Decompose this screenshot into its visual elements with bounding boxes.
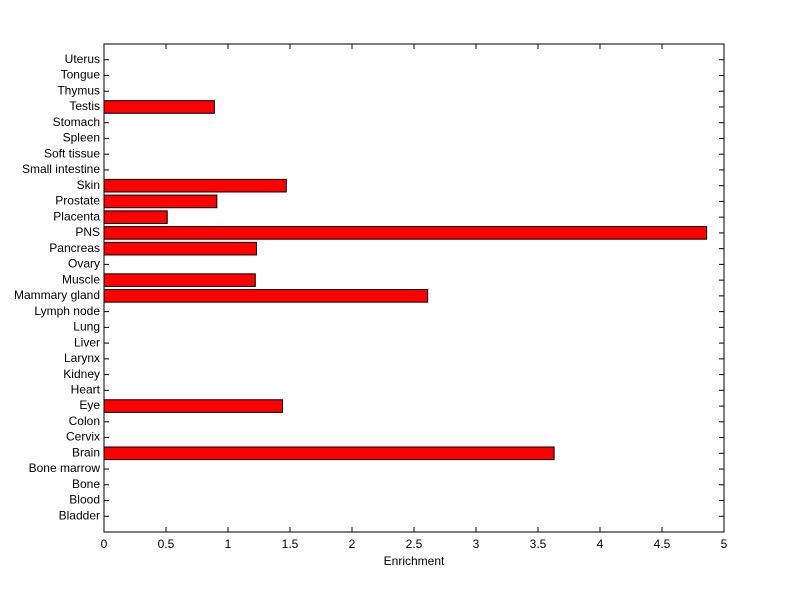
y-tick-label: Bone marrow [29,461,101,475]
y-tick-label: Bone [72,477,100,491]
bar [103,273,256,287]
y-tick-label: Small intestine [22,162,100,176]
bar [103,178,287,193]
y-tick-label: Lymph node [34,304,100,318]
y-tick-label: Prostate [55,194,100,208]
x-tick-label: 5 [721,537,728,551]
y-tick-label: Thymus [57,83,100,97]
bar [103,289,429,303]
y-tick-label: Larynx [64,351,100,365]
y-tick-label: Pancreas [49,241,100,255]
bar [103,241,258,256]
y-tick-label: Soft tissue [44,146,100,160]
y-tick-label: Cervix [66,430,100,444]
x-tick-label: 2 [349,537,356,551]
y-tick-label: Tongue [61,68,101,82]
x-tick-label: 1.5 [282,537,299,551]
y-tick-label: Mammary gland [14,288,100,302]
bar [103,100,215,114]
bar [103,399,284,413]
x-tick-label: 3.5 [530,537,547,551]
y-tick-label: Heart [71,382,101,396]
y-tick-label: Blood [69,493,100,507]
y-tick-label: Bladder [59,508,100,522]
y-tick-label: Uterus [65,52,100,66]
y-tick-label: Eye [79,398,100,412]
y-tick-label: Brain [72,445,100,459]
x-tick-label: 0.5 [158,537,175,551]
x-tick-label: 0 [101,537,108,551]
y-tick-label: Placenta [53,209,100,223]
y-tick-label: Stomach [53,115,100,129]
y-tick-label: Colon [69,414,100,428]
x-tick-label: 2.5 [406,537,423,551]
x-tick-label: 1 [225,537,232,551]
y-tick-label: Spleen [63,131,100,145]
bar [103,194,218,209]
y-tick-label: Testis [69,99,100,113]
bar [103,226,708,240]
x-axis-label: Enrichment [384,554,445,568]
y-tick-label: Ovary [68,257,100,271]
y-tick-label: PNS [75,225,100,239]
y-tick-label: Kidney [63,367,100,381]
x-tick-label: 3 [473,537,480,551]
y-tick-label: Muscle [62,272,100,286]
bar [103,210,168,224]
y-tick-label: Lung [73,320,100,334]
y-tick-label: Skin [77,178,100,192]
bar [103,446,555,461]
y-tick-label: Liver [74,335,100,349]
x-tick-label: 4.5 [654,537,671,551]
x-tick-label: 4 [597,537,604,551]
